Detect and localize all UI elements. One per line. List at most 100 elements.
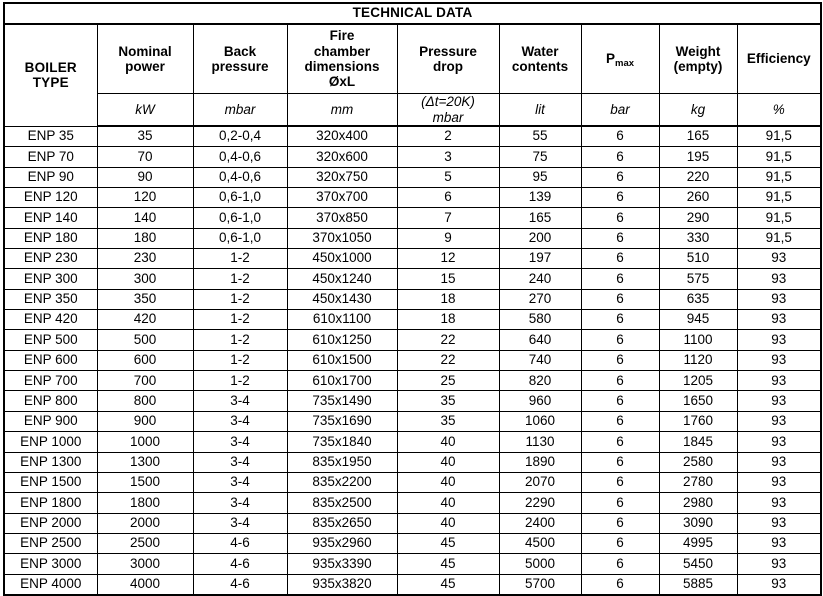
pmax-subscript: max bbox=[615, 58, 635, 70]
column-header-row: BOILER TYPE Nominal power Back pressure Fir… bbox=[3, 23, 822, 127]
cell-chamber: 935x3820 bbox=[286, 573, 398, 596]
cell-water: 2290 bbox=[498, 492, 582, 514]
cell-pmax: 6 bbox=[580, 125, 660, 148]
cell-water: 240 bbox=[498, 268, 582, 290]
cell-water: 200 bbox=[498, 227, 582, 250]
table-row: ENP 180 180 0,6-1,0 370x1050 9 200 6 330 91,5 bbox=[3, 227, 822, 250]
cell-drop: 18 bbox=[396, 309, 500, 331]
cell-pmax: 6 bbox=[580, 512, 660, 534]
cell-power: 140 bbox=[96, 207, 194, 229]
technical-data-table-container: TECHNICAL DATA BOILER TYPE Nominal power B… bbox=[3, 2, 823, 596]
col-header-pressure-drop: Pressure drop bbox=[396, 23, 500, 94]
col-header-pmax: Pmax bbox=[580, 23, 660, 94]
cell-efficiency: 93 bbox=[736, 573, 822, 596]
cell-efficiency: 91,5 bbox=[736, 207, 822, 229]
cell-power: 500 bbox=[96, 329, 194, 351]
cell-efficiency: 91,5 bbox=[736, 146, 822, 168]
cell-water: 5700 bbox=[498, 573, 582, 596]
col-header-water-contents: Water contents bbox=[498, 23, 582, 94]
cell-power: 3000 bbox=[96, 553, 194, 575]
cell-chamber: 320x750 bbox=[286, 166, 398, 189]
cell-pmax: 6 bbox=[580, 492, 660, 514]
cell-chamber: 610x1100 bbox=[286, 309, 398, 331]
cell-back: 1-2 bbox=[192, 309, 288, 331]
table-header: TECHNICAL DATA BOILER TYPE Nominal power B… bbox=[3, 2, 822, 127]
cell-water: 4500 bbox=[498, 532, 582, 555]
cell-drop: 45 bbox=[396, 553, 500, 575]
cell-back: 4-6 bbox=[192, 553, 288, 575]
cell-weight: 1205 bbox=[658, 370, 738, 392]
cell-drop: 5 bbox=[396, 166, 500, 189]
cell-pmax: 6 bbox=[580, 288, 660, 311]
cell-chamber: 835x1950 bbox=[286, 451, 398, 473]
cell-power: 420 bbox=[96, 309, 194, 331]
cell-efficiency: 93 bbox=[736, 410, 822, 433]
table-row: ENP 2000 2000 3-4 835x2650 40 2400 6 3090 93 bbox=[3, 512, 822, 534]
cell-efficiency: 93 bbox=[736, 512, 822, 534]
cell-weight: 4995 bbox=[658, 532, 738, 555]
cell-power: 90 bbox=[96, 166, 194, 189]
cell-chamber: 735x1690 bbox=[286, 410, 398, 433]
cell-pmax: 6 bbox=[580, 370, 660, 392]
cell-type: ENP 900 bbox=[3, 410, 98, 433]
cell-power: 180 bbox=[96, 227, 194, 250]
cell-back: 3-4 bbox=[192, 410, 288, 433]
unit-pmax: bar bbox=[580, 93, 660, 127]
cell-efficiency: 93 bbox=[736, 431, 822, 453]
cell-chamber: 450x1240 bbox=[286, 268, 398, 290]
cell-drop: 9 bbox=[396, 227, 500, 250]
table-row: ENP 600 600 1-2 610x1500 22 740 6 1120 93 bbox=[3, 349, 822, 372]
cell-power: 600 bbox=[96, 349, 194, 372]
cell-weight: 1120 bbox=[658, 349, 738, 372]
cell-pmax: 6 bbox=[580, 349, 660, 372]
cell-water: 165 bbox=[498, 207, 582, 229]
cell-efficiency: 91,5 bbox=[736, 166, 822, 189]
cell-drop: 22 bbox=[396, 349, 500, 372]
cell-water: 95 bbox=[498, 166, 582, 189]
cell-back: 3-4 bbox=[192, 451, 288, 473]
cell-water: 139 bbox=[498, 187, 582, 209]
cell-power: 300 bbox=[96, 268, 194, 290]
technical-data-table: TECHNICAL DATA BOILER TYPE Nominal power B… bbox=[3, 2, 823, 596]
cell-drop: 45 bbox=[396, 532, 500, 555]
cell-chamber: 450x1430 bbox=[286, 288, 398, 311]
cell-water: 1130 bbox=[498, 431, 582, 453]
cell-efficiency: 93 bbox=[736, 329, 822, 351]
cell-back: 1-2 bbox=[192, 268, 288, 290]
cell-type: ENP 120 bbox=[3, 187, 98, 209]
cell-drop: 18 bbox=[396, 288, 500, 311]
cell-weight: 3090 bbox=[658, 512, 738, 534]
cell-type: ENP 2000 bbox=[3, 512, 98, 534]
cell-chamber: 735x1490 bbox=[286, 390, 398, 412]
table-row: ENP 2500 2500 4-6 935x2960 45 4500 6 4995 93 bbox=[3, 532, 822, 555]
col-header-efficiency: Efficiency bbox=[736, 23, 822, 94]
cell-power: 35 bbox=[96, 125, 194, 148]
cell-pmax: 6 bbox=[580, 268, 660, 290]
cell-back: 0,2-0,4 bbox=[192, 125, 288, 148]
cell-power: 1800 bbox=[96, 492, 194, 514]
cell-weight: 2780 bbox=[658, 471, 738, 494]
table-row: ENP 300 300 1-2 450x1240 15 240 6 575 93 bbox=[3, 268, 822, 290]
cell-chamber: 450x1000 bbox=[286, 248, 398, 270]
cell-efficiency: 93 bbox=[736, 390, 822, 412]
table-row: ENP 120 120 0,6-1,0 370x700 6 139 6 260 91,5 bbox=[3, 187, 822, 209]
cell-power: 700 bbox=[96, 370, 194, 392]
cell-water: 960 bbox=[498, 390, 582, 412]
cell-type: ENP 140 bbox=[3, 207, 98, 229]
cell-type: ENP 35 bbox=[3, 125, 98, 148]
table-row: ENP 4000 4000 4-6 935x3820 45 5700 6 5885 93 bbox=[3, 573, 822, 596]
table-row: ENP 140 140 0,6-1,0 370x850 7 165 6 290 91,5 bbox=[3, 207, 822, 229]
cell-drop: 40 bbox=[396, 451, 500, 473]
cell-type: ENP 800 bbox=[3, 390, 98, 412]
cell-efficiency: 93 bbox=[736, 451, 822, 473]
cell-back: 1-2 bbox=[192, 288, 288, 311]
table-row: ENP 420 420 1-2 610x1100 18 580 6 945 93 bbox=[3, 309, 822, 331]
table-row: ENP 900 900 3-4 735x1690 35 1060 6 1760 93 bbox=[3, 410, 822, 433]
cell-power: 1500 bbox=[96, 471, 194, 494]
cell-pmax: 6 bbox=[580, 471, 660, 494]
unit-back-pressure: mbar bbox=[192, 93, 288, 127]
table-row: ENP 90 90 0,4-0,6 320x750 5 95 6 220 91,5 bbox=[3, 166, 822, 189]
cell-efficiency: 93 bbox=[736, 532, 822, 555]
table-row: ENP 700 700 1-2 610x1700 25 820 6 1205 93 bbox=[3, 370, 822, 392]
cell-drop: 3 bbox=[396, 146, 500, 168]
